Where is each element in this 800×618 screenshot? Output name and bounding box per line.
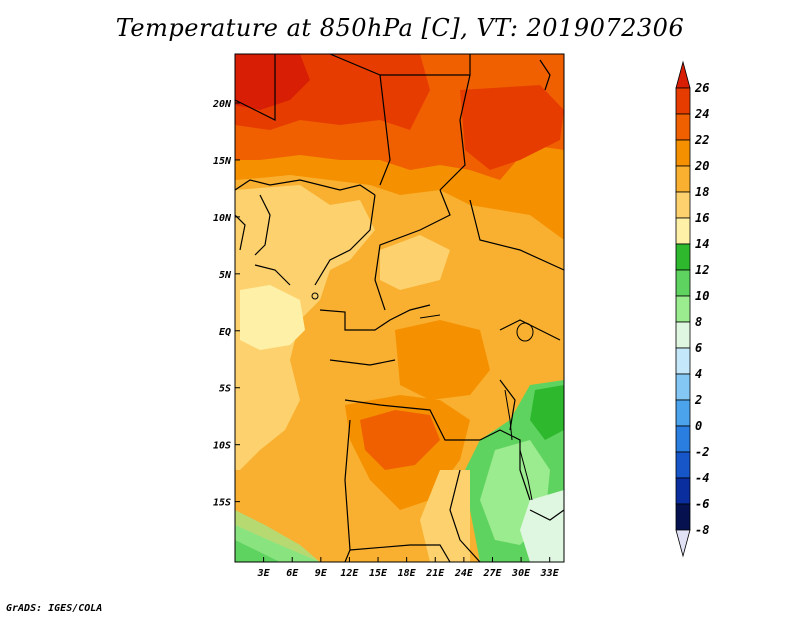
lat-tick-label-4: EQ bbox=[219, 327, 231, 338]
longitude-axis: 3E 6E 9E 12E 15E 18E 21E 24E 27E 30E 33E bbox=[257, 557, 560, 579]
latitude-axis: 20N 15N 10N 5N EQ 5S 10S 15S bbox=[212, 99, 240, 509]
colorbar-segment-8 bbox=[675, 269, 691, 297]
lon-tick-label-3: 12E bbox=[340, 568, 359, 579]
field-band-14-16 bbox=[240, 285, 305, 350]
colorbar-label-12: 2 bbox=[694, 393, 702, 407]
lon-tick-label-9: 30E bbox=[511, 568, 531, 579]
lon-tick-label-1: 6E bbox=[286, 568, 299, 579]
colorbar-label-16: -6 bbox=[695, 497, 709, 511]
colorbar-label-15: -4 bbox=[695, 471, 709, 485]
colorbar-label-5: 16 bbox=[695, 211, 709, 225]
colorbar-segment-15 bbox=[675, 451, 691, 479]
colorbar-segment-0 bbox=[675, 60, 691, 89]
colorbar-segment-2 bbox=[675, 113, 691, 141]
colorbar-label-10: 6 bbox=[695, 341, 702, 355]
lon-tick-label-10: 33E bbox=[540, 568, 560, 579]
temperature-map bbox=[235, 54, 564, 562]
colorbar-segment-10 bbox=[675, 321, 691, 349]
field-band-20-22-congo bbox=[395, 320, 490, 400]
colorbar-label-17: -8 bbox=[695, 523, 709, 537]
colorbar-segment-3 bbox=[675, 139, 691, 167]
colorbar-segment-13 bbox=[675, 399, 691, 427]
lat-tick-label-5: 5S bbox=[219, 384, 231, 395]
colorbar-label-6: 14 bbox=[695, 237, 709, 251]
map-title: Temperature at 850hPa [C], VT: 201907230… bbox=[115, 14, 685, 42]
map-frame bbox=[234, 53, 565, 563]
colorbar-segment-9 bbox=[675, 295, 691, 323]
field-band-14-16-southwest bbox=[235, 510, 320, 562]
lon-tick-label-7: 24E bbox=[454, 568, 474, 579]
lon-tick-label-2: 9E bbox=[315, 568, 328, 579]
colorbar-label-4: 18 bbox=[695, 185, 709, 199]
colorbar-segment-4 bbox=[675, 165, 691, 193]
lon-tick-label-0: 3E bbox=[257, 568, 271, 579]
colorbar-segment-5 bbox=[675, 191, 691, 219]
lat-tick-label-1: 15N bbox=[213, 156, 232, 167]
colorbar-label-11: 4 bbox=[695, 367, 702, 381]
field-band-12-14-southwest bbox=[235, 525, 320, 562]
colorbar-segment-17 bbox=[675, 503, 691, 531]
colorbar-segment-16 bbox=[675, 477, 691, 505]
lat-tick-label-2: 10N bbox=[213, 213, 232, 224]
lon-tick-label-6: 21E bbox=[425, 568, 445, 579]
field-band-16-18-west bbox=[235, 185, 375, 470]
colorbar-label-0: 26 bbox=[694, 81, 709, 95]
colorbar-label-14: -2 bbox=[695, 445, 709, 459]
field-band-26-plus-west bbox=[235, 54, 310, 110]
lat-tick-label-0: 20N bbox=[212, 99, 232, 110]
colorbar-segment-14 bbox=[675, 425, 691, 453]
colorbar-segment-18 bbox=[675, 529, 691, 558]
colorbar-label-1: 24 bbox=[694, 107, 709, 121]
colorbar-segment-11 bbox=[675, 347, 691, 375]
lon-tick-label-4: 15E bbox=[369, 568, 388, 579]
field-band-22-24-angola bbox=[360, 410, 440, 470]
colorbar-segment-7 bbox=[675, 243, 691, 271]
colorbar-segment-6 bbox=[675, 217, 691, 245]
lat-tick-label-6: 10S bbox=[213, 441, 231, 452]
country-borders bbox=[235, 54, 564, 562]
field-band-16-18-central bbox=[380, 235, 450, 290]
colorbar-label-2: 22 bbox=[694, 133, 709, 147]
lon-tick-label-5: 18E bbox=[398, 568, 417, 579]
colorbar-label-7: 12 bbox=[695, 263, 709, 277]
colorbar-segment-1 bbox=[675, 87, 691, 115]
colorbar-label-13: 0 bbox=[695, 419, 702, 433]
lat-tick-label-7: 15S bbox=[213, 498, 231, 509]
lakes bbox=[311, 292, 534, 501]
credit-label: GrADS: IGES/COLA bbox=[6, 603, 103, 614]
field-band-16-18-southeast bbox=[420, 470, 470, 562]
colorbar-label-8: 10 bbox=[695, 289, 709, 303]
lon-tick-label-8: 27E bbox=[482, 568, 502, 579]
lat-tick-label-3: 5N bbox=[219, 270, 232, 281]
colorbar-label-9: 8 bbox=[695, 315, 702, 329]
field-band-24-26-east bbox=[460, 85, 564, 170]
field-band-8-10-east bbox=[520, 490, 564, 562]
field-band-10-12-east bbox=[530, 385, 564, 440]
colorbar-label-3: 20 bbox=[694, 159, 709, 173]
colorbar-segment-12 bbox=[675, 373, 691, 401]
